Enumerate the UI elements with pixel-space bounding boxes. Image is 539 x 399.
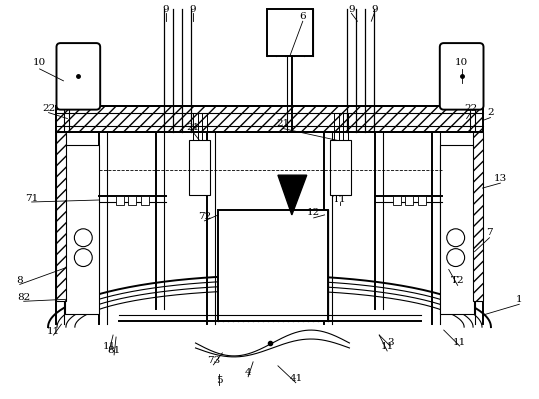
Bar [393, 196, 401, 205]
FancyBboxPatch shape [57, 43, 100, 110]
Text: 1: 1 [516, 295, 523, 304]
Text: 9: 9 [162, 5, 169, 14]
Text: 11: 11 [453, 338, 466, 346]
Bar [65, 145, 99, 314]
Text: 3: 3 [387, 338, 393, 346]
Bar [329, 140, 351, 195]
Bar [218, 210, 328, 321]
Text: 11: 11 [102, 342, 116, 352]
Text: 12: 12 [307, 208, 320, 217]
Text: 71: 71 [25, 194, 38, 203]
Text: 72: 72 [198, 212, 211, 221]
Text: 5: 5 [216, 376, 223, 385]
Text: 11: 11 [381, 342, 394, 352]
Bar [116, 196, 124, 205]
Bar [141, 196, 149, 205]
Text: T1: T1 [333, 196, 347, 205]
Bar [57, 106, 482, 132]
Polygon shape [278, 175, 307, 215]
Bar [473, 132, 482, 301]
Text: 6: 6 [300, 12, 306, 21]
Text: T2: T2 [451, 276, 465, 285]
Bar [405, 196, 413, 205]
Text: 2: 2 [487, 108, 494, 117]
Text: 10: 10 [33, 59, 46, 67]
Bar [440, 145, 474, 314]
Text: 21: 21 [186, 123, 199, 132]
Text: 41: 41 [289, 374, 302, 383]
Text: 9: 9 [189, 5, 196, 14]
Text: 21: 21 [277, 119, 289, 128]
Text: 22: 22 [464, 104, 477, 113]
Text: 73: 73 [207, 356, 220, 365]
Text: 9: 9 [371, 5, 378, 14]
Bar [57, 132, 66, 301]
Text: 13: 13 [494, 174, 507, 183]
Bar [267, 9, 313, 56]
Text: 11: 11 [47, 326, 60, 336]
Text: 9: 9 [348, 5, 355, 14]
Text: 10: 10 [455, 59, 468, 67]
Text: 8: 8 [16, 276, 23, 285]
Text: 81: 81 [107, 346, 121, 356]
Bar [128, 196, 136, 205]
Bar [418, 196, 426, 205]
Text: 7: 7 [486, 228, 493, 237]
Text: 4: 4 [245, 368, 252, 377]
FancyBboxPatch shape [440, 43, 483, 110]
Text: 22: 22 [42, 104, 55, 113]
Bar [189, 140, 210, 195]
Text: 82: 82 [17, 293, 30, 302]
